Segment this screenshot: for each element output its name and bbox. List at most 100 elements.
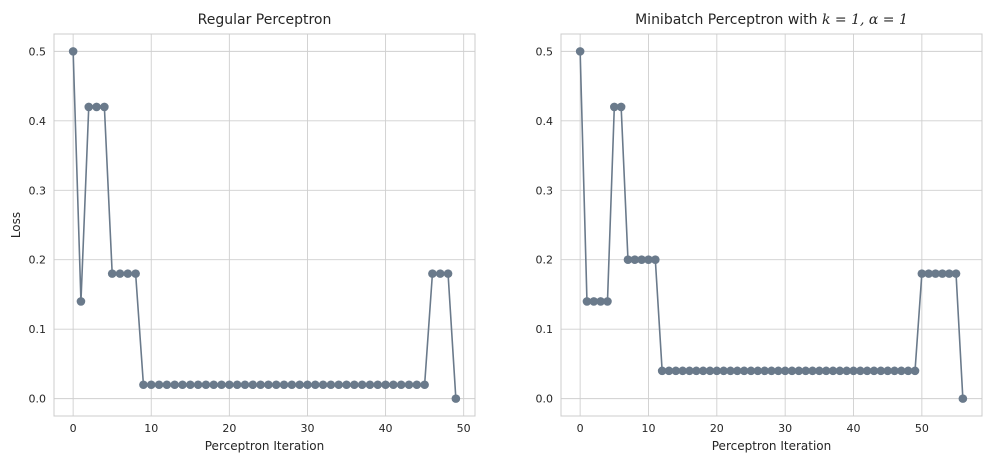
data-point — [240, 380, 250, 390]
x-tick-label: 50 — [915, 422, 929, 435]
data-point — [678, 366, 687, 376]
data-point — [719, 366, 728, 376]
data-point — [698, 366, 708, 376]
data-point — [575, 47, 585, 56]
data-point — [428, 269, 437, 278]
data-point — [115, 269, 125, 278]
data-point — [76, 297, 86, 306]
data-point — [616, 102, 626, 112]
y-tick-label: 0.0 — [29, 393, 47, 406]
data-point — [835, 366, 845, 376]
data-point — [146, 380, 156, 390]
data-point — [381, 380, 390, 390]
data-point — [821, 366, 831, 376]
data-point — [107, 269, 117, 278]
x-axis-label: Perceptron Iteration — [205, 439, 325, 453]
data-point — [910, 366, 920, 376]
data-point — [712, 366, 722, 376]
data-point — [389, 380, 398, 390]
data-point — [310, 380, 320, 390]
data-point — [178, 380, 187, 390]
y-tick-label: 0.4 — [536, 115, 554, 128]
data-point — [958, 394, 968, 403]
data-point — [767, 366, 776, 376]
data-point — [232, 380, 242, 390]
y-tick-label: 0.3 — [536, 184, 554, 197]
data-point — [890, 366, 899, 376]
data-point — [903, 366, 913, 376]
data-point — [705, 366, 715, 376]
data-point — [924, 269, 933, 278]
data-point — [84, 102, 94, 112]
data-point — [404, 380, 414, 390]
data-point — [443, 269, 453, 278]
data-point — [162, 380, 172, 390]
data-point — [170, 380, 179, 390]
data-point — [951, 269, 961, 278]
x-axis-label: Perceptron Iteration — [712, 439, 832, 453]
data-point — [225, 380, 234, 390]
data-point — [582, 297, 592, 306]
x-tick-label: 30 — [778, 422, 792, 435]
x-tick-label: 0 — [577, 422, 584, 435]
data-point — [326, 380, 336, 390]
data-point — [787, 366, 797, 376]
x-tick-label: 50 — [457, 422, 471, 435]
y-tick-label: 0.5 — [29, 45, 47, 58]
data-point — [396, 380, 406, 390]
data-point — [193, 380, 203, 390]
chart-title-math: k = 1, α = 1 — [822, 12, 908, 28]
data-point — [917, 269, 927, 278]
data-point — [123, 269, 133, 278]
data-point — [842, 366, 851, 376]
y-tick-label: 0.0 — [536, 393, 554, 406]
y-tick-label: 0.4 — [29, 115, 47, 128]
left-chart-panel: 0 10 20 30 40 50 0.0 0.1 0.2 0.3 0.4 0.5 Perceptron … — [9, 12, 476, 453]
data-point — [154, 380, 164, 390]
data-point — [92, 102, 101, 112]
data-point — [815, 366, 824, 376]
data-point — [342, 380, 351, 390]
data-point — [733, 366, 742, 376]
data-point — [753, 366, 763, 376]
data-point — [849, 366, 858, 376]
data-point — [808, 366, 817, 376]
x-tick-label: 0 — [70, 422, 77, 435]
x-tick-label: 20 — [222, 422, 236, 435]
data-point — [685, 366, 694, 376]
data-point — [739, 366, 749, 376]
data-point — [644, 255, 653, 265]
plot-frame — [53, 33, 476, 417]
chart-title-text: Minibatch Perceptron with — [635, 12, 822, 28]
data-point — [692, 366, 701, 376]
data-point — [603, 297, 612, 306]
x-tick-label: 40 — [847, 422, 861, 435]
data-point — [318, 380, 328, 390]
data-point — [869, 366, 879, 376]
data-point — [589, 297, 599, 306]
data-point — [657, 366, 667, 376]
data-point — [944, 269, 954, 278]
data-point — [883, 366, 892, 376]
data-point — [256, 380, 265, 390]
data-point — [610, 102, 619, 112]
chart-title: Regular Perceptron — [198, 12, 332, 28]
x-tick-label: 30 — [300, 422, 314, 435]
data-point — [303, 380, 312, 390]
y-tick-label: 0.5 — [536, 45, 554, 58]
data-point — [420, 380, 429, 390]
series-line — [72, 51, 457, 399]
data-point — [334, 380, 344, 390]
y-tick-label: 0.3 — [29, 184, 47, 197]
data-point — [746, 366, 756, 376]
y-tick-label: 0.1 — [536, 323, 554, 336]
data-point — [185, 380, 195, 390]
data-point — [651, 255, 660, 265]
data-point — [862, 366, 872, 376]
data-point — [412, 380, 422, 390]
data-point — [139, 380, 148, 390]
data-point — [100, 102, 109, 112]
x-tick-label: 20 — [710, 422, 724, 435]
